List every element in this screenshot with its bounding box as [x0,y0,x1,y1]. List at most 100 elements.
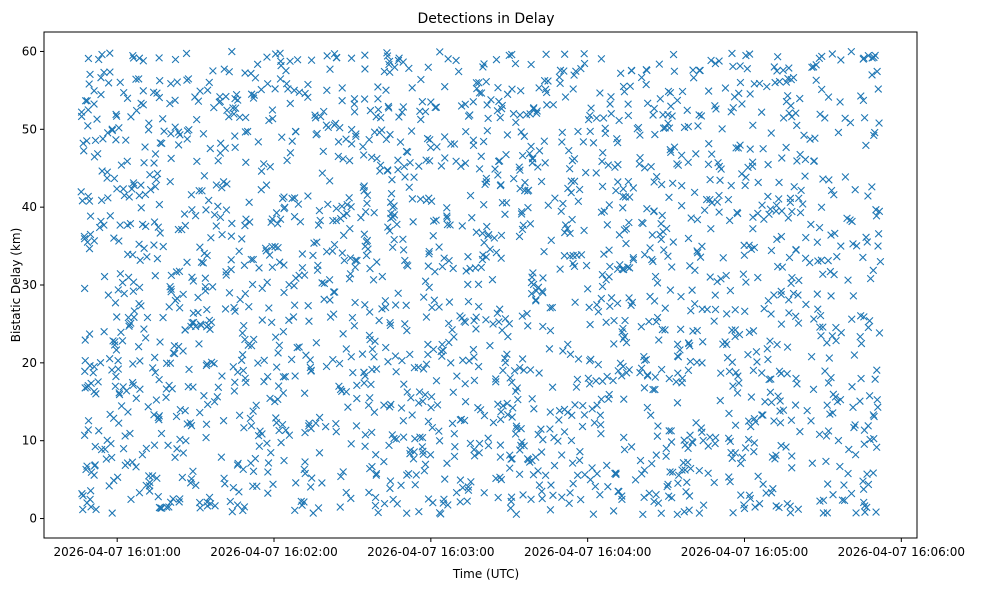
data-point [589,139,598,147]
data-point [85,80,93,88]
data-point [216,213,225,222]
data-point [772,201,781,210]
data-point [374,508,382,517]
data-point [722,271,730,280]
data-point [757,411,766,419]
data-point [462,267,470,275]
data-point [497,254,505,263]
data-point [347,352,356,361]
data-point [611,469,619,478]
data-point [871,51,879,60]
data-point [435,437,444,445]
data-point [150,159,158,167]
data-point [775,503,783,512]
data-point [744,350,752,359]
data-point [749,224,757,233]
data-point [870,131,878,140]
data-point [863,238,872,246]
data-point [727,181,736,190]
data-point [309,509,318,517]
data-point [111,337,119,346]
data-point [550,461,559,470]
data-point [401,173,409,181]
data-point [444,55,452,63]
data-point [271,242,279,251]
data-point [767,246,776,255]
data-point [698,337,707,346]
data-point [84,54,93,63]
data-point [494,400,502,409]
data-point [847,47,856,56]
data-point [583,285,592,293]
data-point [525,149,534,158]
data-point [544,201,553,210]
data-point [323,86,331,95]
data-point [863,470,871,478]
data-point [856,92,865,100]
data-point [605,246,613,254]
data-point [425,247,434,256]
data-point [872,205,880,214]
data-point [607,92,615,101]
data-point [754,178,763,187]
data-point [347,140,356,148]
data-point [218,372,226,380]
data-point [86,70,94,79]
data-point [120,191,129,200]
data-point [822,432,831,440]
data-point [80,232,89,241]
data-point [670,143,679,151]
data-point [236,295,244,304]
data-point [619,185,628,193]
data-point [640,384,649,392]
data-point [116,221,124,229]
data-point [771,78,779,87]
data-point [266,448,275,457]
data-point [636,153,644,162]
data-point [805,258,814,267]
data-point [875,119,883,127]
data-point [372,469,381,478]
data-point [600,250,608,258]
data-point [848,217,856,226]
data-point [654,336,663,344]
data-point [99,135,107,143]
data-point [588,405,597,413]
data-point [625,264,634,272]
data-point [326,65,334,73]
data-point [129,287,138,295]
data-point [545,345,554,353]
data-point [196,320,205,329]
data-point [518,151,527,160]
data-point [636,131,644,139]
data-point [403,262,412,270]
data-point [291,479,300,487]
data-point [527,289,536,298]
data-point [385,227,394,235]
data-point [735,330,744,339]
data-point [568,411,576,420]
data-point [221,144,230,152]
data-point [231,104,240,112]
data-point [725,409,733,418]
data-point [496,113,504,122]
data-point [383,52,392,60]
data-point [393,220,401,229]
data-point [707,56,715,65]
data-point [872,366,881,374]
data-point [575,456,584,465]
data-point [824,93,833,101]
data-point [406,446,415,455]
data-point [859,477,867,485]
data-point [182,49,191,58]
data-point [777,441,785,450]
data-point [817,85,826,94]
data-point [318,479,326,487]
data-point [93,115,101,123]
data-point [98,50,106,59]
data-point [509,109,518,118]
data-point [312,130,320,139]
data-point [711,59,720,68]
data-point [619,192,627,201]
data-point [637,470,646,478]
